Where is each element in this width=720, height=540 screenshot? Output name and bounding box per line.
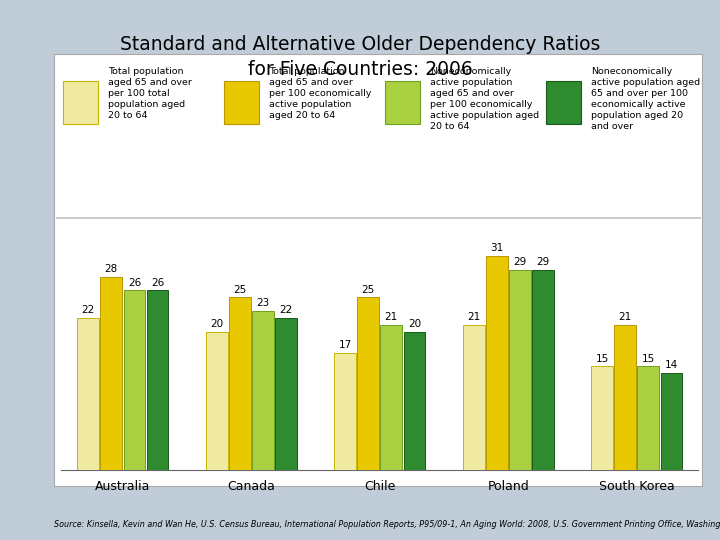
Text: 25: 25 (233, 285, 246, 294)
Text: 26: 26 (151, 278, 164, 288)
Text: 31: 31 (490, 243, 503, 253)
Text: 21: 21 (384, 312, 398, 322)
Text: 17: 17 (338, 340, 352, 350)
Text: Noneconomically
active population
aged 65 and over
per 100 economically
active p: Noneconomically active population aged 6… (430, 67, 539, 131)
Text: 20: 20 (210, 319, 223, 329)
Bar (100, 276, 122, 470)
Bar (591, 366, 613, 470)
Text: 15: 15 (642, 354, 655, 363)
Bar (357, 298, 379, 470)
Text: 25: 25 (361, 285, 375, 294)
FancyBboxPatch shape (63, 80, 98, 124)
Text: 21: 21 (618, 312, 631, 322)
Bar (404, 332, 426, 470)
Bar (275, 318, 297, 470)
Text: 26: 26 (128, 278, 141, 288)
Bar (124, 291, 145, 470)
FancyBboxPatch shape (546, 80, 581, 124)
Bar (252, 311, 274, 470)
Bar (660, 373, 683, 470)
Bar (229, 298, 251, 470)
Bar (206, 332, 228, 470)
Text: Noneconomically
active population aged
65 and over per 100
economically active
p: Noneconomically active population aged 6… (591, 67, 700, 131)
Text: 29: 29 (536, 257, 549, 267)
Text: Standard and Alternative Older Dependency Ratios
for Five Countries: 2006: Standard and Alternative Older Dependenc… (120, 35, 600, 79)
Bar (380, 325, 402, 470)
Bar (334, 353, 356, 470)
Text: 29: 29 (513, 257, 526, 267)
Text: 23: 23 (256, 298, 269, 308)
Text: 28: 28 (104, 264, 118, 274)
Bar (147, 291, 168, 470)
Bar (509, 269, 531, 470)
Text: 21: 21 (467, 312, 480, 322)
Bar (486, 256, 508, 470)
FancyBboxPatch shape (224, 80, 259, 124)
Text: Source: Kinsella, Kevin and Wan He, U.S. Census Bureau, International Population: Source: Kinsella, Kevin and Wan He, U.S.… (54, 520, 720, 529)
Text: Total population
aged 65 and over
per 100 total
population aged
20 to 64: Total population aged 65 and over per 10… (108, 67, 192, 120)
Text: 22: 22 (279, 305, 292, 315)
FancyBboxPatch shape (384, 80, 420, 124)
Bar (463, 325, 485, 470)
Text: 15: 15 (595, 354, 608, 363)
Bar (614, 325, 636, 470)
Text: 20: 20 (408, 319, 421, 329)
Bar (637, 366, 660, 470)
Text: Total population
aged 65 and over
per 100 economically
active population
aged 20: Total population aged 65 and over per 10… (269, 67, 372, 120)
Bar (77, 318, 99, 470)
Text: 14: 14 (665, 360, 678, 370)
Bar (532, 269, 554, 470)
Text: 22: 22 (81, 305, 95, 315)
